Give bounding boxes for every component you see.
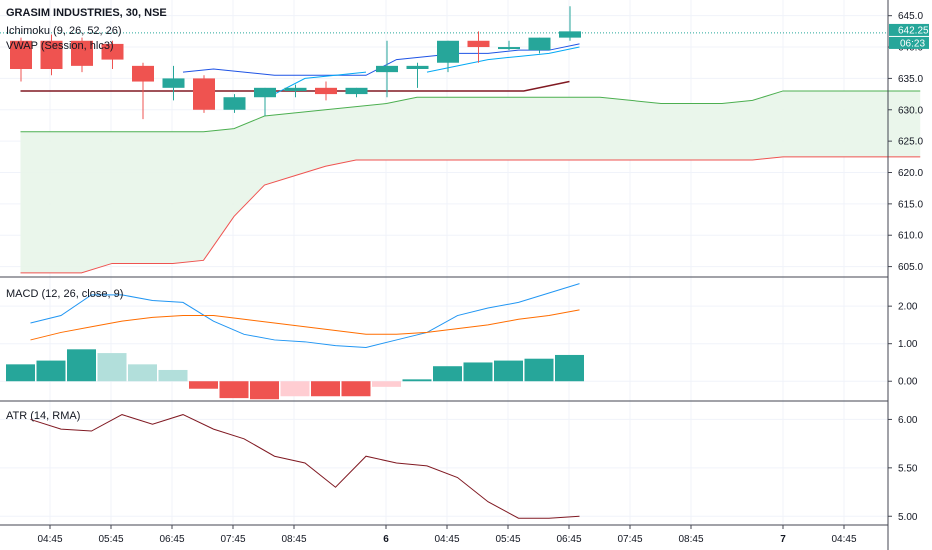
macd-hist-bar-2	[67, 349, 96, 382]
cloud-fill	[20, 90, 921, 273]
macd-hist-bar-7	[219, 381, 249, 399]
ichimoku-base-line	[20, 80, 570, 92]
time-label-6: 04:45	[434, 534, 459, 545]
time-label-1: 05:45	[98, 534, 123, 545]
candle-body-9	[284, 87, 307, 91]
time-label-4: 08:45	[281, 534, 306, 545]
candle-body-2	[71, 40, 93, 66]
macd-hist-bar-3	[97, 353, 127, 382]
macd-hist-bar-16	[494, 360, 523, 382]
time-label-12: 04:45	[831, 534, 856, 545]
price-axis-label-4: 625.0	[898, 137, 923, 148]
last-price-badge	[889, 23, 929, 36]
atr-axis-label-1: 5.50	[898, 463, 918, 474]
macd-hist-bar-15	[463, 362, 493, 382]
atr-legend[interactable]: ATR (14, RMA)	[6, 410, 81, 422]
vwap-line-2-seg-0	[274, 71, 367, 95]
price-axis-label-6: 635.0	[898, 74, 923, 85]
candle-body-6	[193, 78, 215, 110]
price-axis[interactable]: 605.0610.0615.0620.0625.0630.0635.0640.0…	[888, 11, 923, 523]
macd-hist-bar-6	[189, 381, 218, 389]
candle-body-13	[406, 65, 429, 69]
time-label-9: 07:45	[617, 534, 642, 545]
vwap-legend[interactable]: VWAP (Session, hlc3)	[6, 40, 114, 52]
candle-body-8	[254, 87, 276, 98]
atr-pane	[30, 414, 580, 519]
macd-hist-bar-14	[433, 366, 462, 382]
macd-pane	[6, 283, 584, 400]
atr-line-seg-0	[30, 414, 580, 519]
candle-body-7	[223, 97, 246, 110]
macd-hist-bar-13	[402, 379, 432, 382]
candle-body-12	[376, 65, 398, 73]
price-axis-label-3: 620.0	[898, 168, 923, 179]
price-axis-label-0: 605.0	[898, 262, 923, 273]
candle-body-14	[437, 40, 459, 63]
time-label-5: 6	[383, 534, 389, 545]
macd-hist-bar-0	[6, 364, 35, 382]
price-axis-label-2: 615.0	[898, 199, 923, 210]
candle-body-1	[40, 40, 63, 69]
macd-signal-line-seg-0	[30, 309, 580, 341]
macd-hist-bar-18	[555, 354, 584, 382]
ichimoku-cloud	[20, 90, 921, 274]
candle-body-11	[345, 87, 368, 95]
atr-axis-label-0: 5.00	[898, 512, 918, 523]
candle-body-17	[528, 37, 551, 51]
price-axis-label-8: 645.0	[898, 11, 923, 22]
time-label-11: 7	[780, 534, 786, 545]
macd-hist-bar-9	[280, 381, 310, 397]
macd-hist-bar-5	[158, 369, 188, 382]
time-label-0: 04:45	[37, 534, 62, 545]
pane-separators	[0, 0, 889, 550]
macd-hist-bar-12	[372, 381, 401, 387]
atr-axis-label-2: 6.00	[898, 415, 918, 426]
symbol-title: GRASIM INDUSTRIES, 30, NSE	[6, 7, 167, 19]
candle-body-18	[559, 31, 581, 38]
countdown-badge-text: 06:23	[900, 38, 925, 49]
cloud-span-a	[20, 90, 921, 133]
macd-hist-bar-1	[36, 360, 66, 382]
macd-axis-label-2: 2.00	[898, 302, 918, 313]
macd-hist-bar-17	[524, 358, 554, 382]
macd-hist-bar-8	[250, 381, 279, 400]
macd-hist-bar-4	[128, 364, 157, 382]
time-label-8: 06:45	[556, 534, 581, 545]
last-price-badge-text: 642.25	[898, 25, 929, 36]
candle-body-0	[10, 40, 32, 69]
vwap-line-2-seg-1	[426, 46, 580, 73]
cloud-span-b	[20, 156, 921, 274]
time-label-2: 06:45	[159, 534, 184, 545]
macd-line-seg-0	[30, 283, 580, 348]
macd-axis-label-0: 0.00	[898, 377, 918, 388]
time-label-3: 07:45	[220, 534, 245, 545]
time-axis[interactable]: 04:45 05:45 06:45 07:45 08:45 6 04:45 05:45 06:4…	[37, 525, 857, 545]
macd-hist-bar-10	[311, 381, 340, 397]
candles[interactable]	[10, 6, 581, 120]
macd-legend[interactable]: MACD (12, 26, close, 9)	[6, 288, 124, 300]
macd-hist-bar-11	[341, 381, 371, 397]
candle-body-16	[498, 47, 520, 50]
candle-body-5	[162, 78, 185, 88]
candle-body-10	[315, 87, 337, 95]
candle-body-15	[467, 40, 490, 48]
price-axis-label-1: 610.0	[898, 231, 923, 242]
candle-body-3	[101, 43, 124, 60]
price-badges: 642.25 06:23	[889, 23, 929, 49]
price-axis-label-5: 630.0	[898, 105, 923, 116]
macd-axis-label-1: 1.00	[898, 339, 918, 350]
time-label-7: 05:45	[495, 534, 520, 545]
candle-body-4	[132, 65, 154, 82]
countdown-badge	[889, 36, 929, 49]
time-label-10: 08:45	[678, 534, 703, 545]
ichimoku-legend[interactable]: Ichimoku (9, 26, 52, 26)	[6, 25, 122, 37]
